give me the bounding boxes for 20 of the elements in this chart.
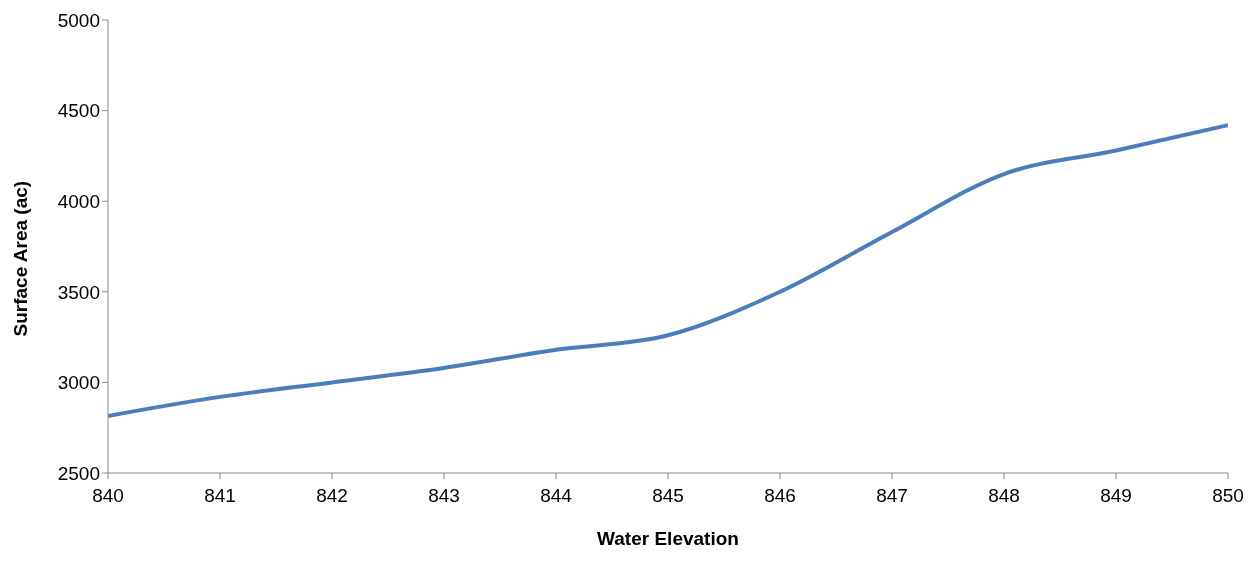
x-tick-label: 844 [540,485,573,507]
y-tick-label: 4000 [57,190,100,212]
x-tick-label: 845 [652,485,684,507]
x-tick-label: 849 [1100,485,1132,507]
x-tick-label: 850 [1212,485,1244,507]
y-tick-label: 5000 [57,9,100,31]
y-tick-label: 4500 [57,100,100,122]
x-tick-label: 842 [316,485,348,507]
y-tick-label: 3500 [57,281,100,303]
line-series [108,123,1228,418]
x-tick-label: 848 [988,485,1020,507]
x-axis-title: Water Elevation [597,528,739,549]
x-tick-label: 846 [764,485,796,507]
x-tick-label: 841 [204,485,236,507]
x-tick-label: 840 [92,485,124,507]
y-tick-label: 2500 [57,462,100,484]
x-tick-label: 847 [876,485,908,507]
y-tick-label: 3000 [57,372,100,394]
x-tick-label: 843 [428,485,460,507]
y-axis-title: Surface Area (ac) [9,180,31,337]
